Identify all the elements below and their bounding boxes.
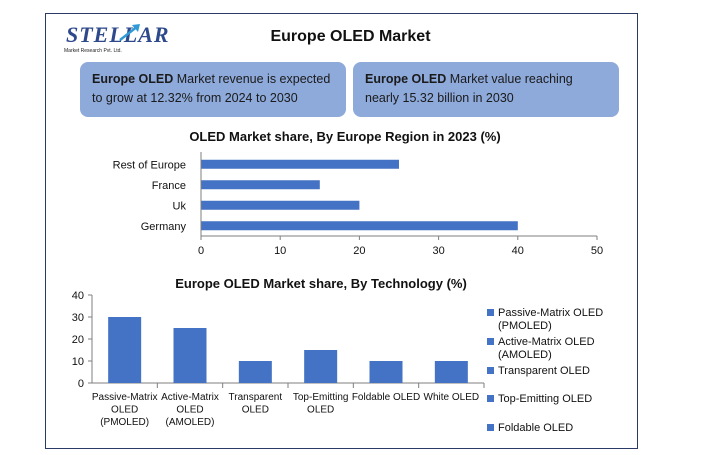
callout-revenue-growth: Europe OLED Market revenue is expected t… bbox=[80, 62, 346, 117]
y-tick-label: 30 bbox=[72, 312, 84, 324]
legend-label: Foldable OLED bbox=[498, 422, 573, 434]
category-label-line: OLED bbox=[242, 405, 269, 416]
bar bbox=[108, 317, 142, 383]
stellar-logo: STELLAR Market Research Pvt. Ltd. bbox=[62, 18, 169, 56]
legend-label-line: Top-Emitting OLED bbox=[498, 393, 592, 405]
x-tick-label: 40 bbox=[512, 245, 524, 257]
bar bbox=[304, 350, 338, 383]
category-label-line: Active-Matrix bbox=[161, 392, 219, 403]
callout-bold: Europe OLED bbox=[92, 72, 174, 86]
category-label-line: White OLED bbox=[424, 392, 480, 403]
bar bbox=[201, 180, 320, 190]
y-tick-label: 20 bbox=[72, 334, 84, 346]
logo-arrow-icon bbox=[119, 24, 140, 41]
logo-subtext: Market Research Pvt. Ltd. bbox=[64, 48, 122, 54]
legend-label-line: (AMOLED) bbox=[498, 349, 552, 361]
category-label-line: Transparent bbox=[229, 392, 283, 403]
legend-label-line: Active-Matrix OLED bbox=[498, 336, 595, 348]
bar bbox=[201, 221, 518, 231]
legend-label-line: Passive-Matrix OLED bbox=[498, 307, 603, 319]
page-title: Europe OLED Market bbox=[270, 28, 431, 45]
legend-label: Passive-Matrix OLED (PMOLED) bbox=[498, 307, 603, 332]
category-label-line: Foldable OLED bbox=[352, 392, 420, 403]
bar bbox=[201, 159, 399, 169]
legend-swatch bbox=[487, 395, 494, 402]
legend-label: Top-Emitting OLED bbox=[498, 393, 592, 405]
legend-swatch bbox=[487, 424, 494, 431]
legend-label-line: (PMOLED) bbox=[498, 320, 552, 332]
infographic-frame bbox=[45, 13, 638, 449]
legend-swatch bbox=[487, 338, 494, 345]
category-label: France bbox=[152, 180, 186, 192]
bar bbox=[173, 328, 207, 383]
callout-text: Market revenue is expected to grow at 12… bbox=[92, 72, 331, 105]
legend-swatch bbox=[487, 309, 494, 316]
category-label-line: (PMOLED) bbox=[100, 417, 149, 428]
x-tick-label: 30 bbox=[432, 245, 444, 257]
category-label-line: Top-Emitting bbox=[293, 392, 349, 403]
callout-bold: Europe OLED bbox=[365, 72, 447, 86]
x-tick-label: 0 bbox=[198, 245, 204, 257]
legend-label: Active-Matrix OLED (AMOLED) bbox=[498, 336, 595, 361]
callout-text: Market value reaching nearly 15.32 billi… bbox=[365, 72, 573, 105]
category-label-line: (AMOLED) bbox=[166, 417, 215, 428]
legend-label-line: Foldable OLED bbox=[498, 422, 573, 434]
y-tick-label: 40 bbox=[72, 290, 84, 302]
category-label: Top-Emitting OLED bbox=[293, 392, 349, 416]
y-tick-label: 10 bbox=[72, 356, 84, 368]
bar bbox=[201, 200, 360, 210]
category-label: Active-Matrix OLED (AMOLED) bbox=[161, 392, 219, 428]
callout-market-value: Europe OLED Market value reaching nearly… bbox=[353, 62, 619, 117]
chart-title: Europe OLED Market share, By Technology … bbox=[175, 276, 467, 291]
x-tick-label: 10 bbox=[274, 245, 286, 257]
category-label: Passive-Matrix OLED (PMOLED) bbox=[92, 392, 158, 428]
bar bbox=[369, 361, 403, 383]
legend-swatch bbox=[487, 367, 494, 374]
category-label: Germany bbox=[141, 221, 187, 233]
x-tick-label: 20 bbox=[353, 245, 365, 257]
x-tick-label: 50 bbox=[591, 245, 603, 257]
category-label-line: OLED bbox=[111, 405, 138, 416]
category-label: Transparent OLED bbox=[229, 392, 283, 416]
y-tick-label: 0 bbox=[78, 378, 84, 390]
bar bbox=[434, 361, 468, 383]
category-label-line: Passive-Matrix bbox=[92, 392, 158, 403]
legend-label: Transparent OLED bbox=[498, 365, 590, 377]
chart-title: OLED Market share, By Europe Region in 2… bbox=[189, 129, 500, 144]
logo-wordmark: STELLAR bbox=[66, 22, 170, 47]
bar bbox=[238, 361, 272, 383]
legend-label-line: Transparent OLED bbox=[498, 365, 590, 377]
category-label-line: OLED bbox=[176, 405, 203, 416]
category-label: Rest of Europe bbox=[113, 159, 186, 171]
category-label-line: OLED bbox=[307, 405, 334, 416]
category-label: Uk bbox=[173, 200, 187, 212]
category-label: White OLED bbox=[424, 392, 480, 403]
category-label: Foldable OLED bbox=[352, 392, 420, 403]
